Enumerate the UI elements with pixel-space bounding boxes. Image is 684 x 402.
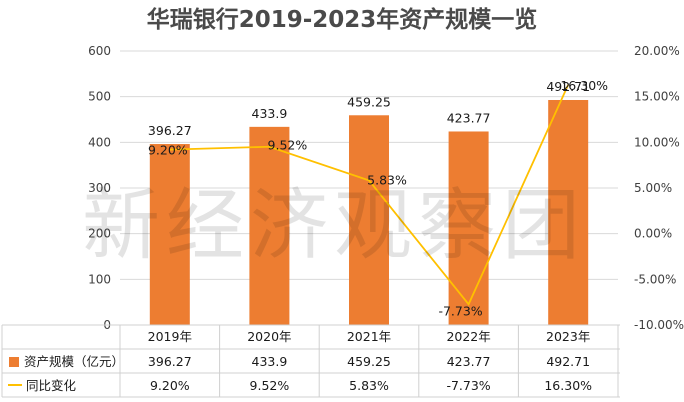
- line-path: [169, 84, 570, 306]
- legend-bar-swatch: [9, 357, 19, 367]
- data-table: 2019年 2020年 2021年 2022年 2023年资产规模（亿元） 396.27 4…: [1, 324, 620, 398]
- bar-series: [149, 99, 589, 326]
- line-value-label: 16.30%: [560, 78, 608, 93]
- table-cell-yoy: 9.52%: [250, 378, 290, 393]
- left-axis-tick-label: 400: [88, 135, 111, 149]
- table-cell-asset: 396.27: [148, 354, 192, 369]
- table-cell-yoy: -7.73%: [446, 378, 490, 393]
- right-axis-tick-label: -5.00%: [634, 272, 676, 286]
- line-value-label: 9.20%: [148, 143, 188, 158]
- bar: [548, 99, 589, 326]
- table-cell-yoy: 5.83%: [349, 378, 389, 393]
- right-axis-tick-label: -10.00%: [634, 318, 684, 332]
- table-cell-yoy: 9.20%: [150, 378, 190, 393]
- bar-value-label: 459.25: [347, 94, 391, 109]
- chart-title: 华瑞银行2019-2023年资产规模一览: [147, 6, 538, 33]
- left-axis-tick-label: 600: [88, 44, 111, 58]
- bar: [349, 115, 389, 325]
- table-cell-asset: 433.9: [252, 354, 288, 369]
- table-cell-asset: 423.77: [447, 354, 491, 369]
- data-labels: 396.27 433.9 459.25 423.77 492.71 9.20% 9.52% 5…: [148, 78, 608, 318]
- bar-value-label: 423.77: [447, 110, 491, 125]
- right-axis-tick-label: 10.00%: [634, 135, 680, 149]
- x-axis-category-label: 2019年: [148, 329, 192, 344]
- right-axis-tick-label: 5.00%: [634, 181, 672, 195]
- left-axis-tick-label: 200: [88, 227, 111, 241]
- bar-value-label: 492.71: [546, 79, 590, 94]
- bar: [249, 126, 290, 326]
- table-cell-yoy: 16.30%: [544, 378, 592, 393]
- left-axis-tick-label: 500: [88, 90, 111, 104]
- bar-value-label: 433.9: [252, 106, 288, 121]
- bar: [149, 144, 190, 325]
- x-axis-category-label: 2021年: [347, 329, 391, 344]
- right-axis-tick-label: 15.00%: [634, 90, 680, 104]
- x-axis-category-label: 2020年: [247, 329, 291, 344]
- line-series: [169, 84, 570, 306]
- left-axis-tick-label: 300: [88, 181, 111, 195]
- legend-bar-label: 资产规模（亿元）: [24, 354, 124, 369]
- right-axis-tick-label: 20.00%: [634, 44, 680, 58]
- legend-line-label: 同比变化: [26, 378, 77, 393]
- table-cell-asset: 492.71: [546, 354, 590, 369]
- bar: [448, 131, 489, 325]
- x-axis-category-label: 2023年: [546, 329, 590, 344]
- bar-value-label: 396.27: [148, 123, 192, 138]
- line-value-label: -7.73%: [438, 303, 482, 318]
- right-axis-ticks: -10.00% -5.00% 0.00% 5.00% 10.00% 15.00% 20.00…: [634, 44, 684, 332]
- line-value-label: 5.83%: [367, 172, 407, 187]
- table-cell-asset: 459.25: [347, 354, 391, 369]
- line-value-label: 9.52%: [268, 138, 308, 153]
- x-axis-category-label: 2022年: [446, 329, 490, 344]
- watermark: 新经济观察团: [82, 181, 586, 271]
- left-axis-tick-label: 100: [88, 272, 111, 286]
- right-axis-tick-label: 0.00%: [634, 227, 672, 241]
